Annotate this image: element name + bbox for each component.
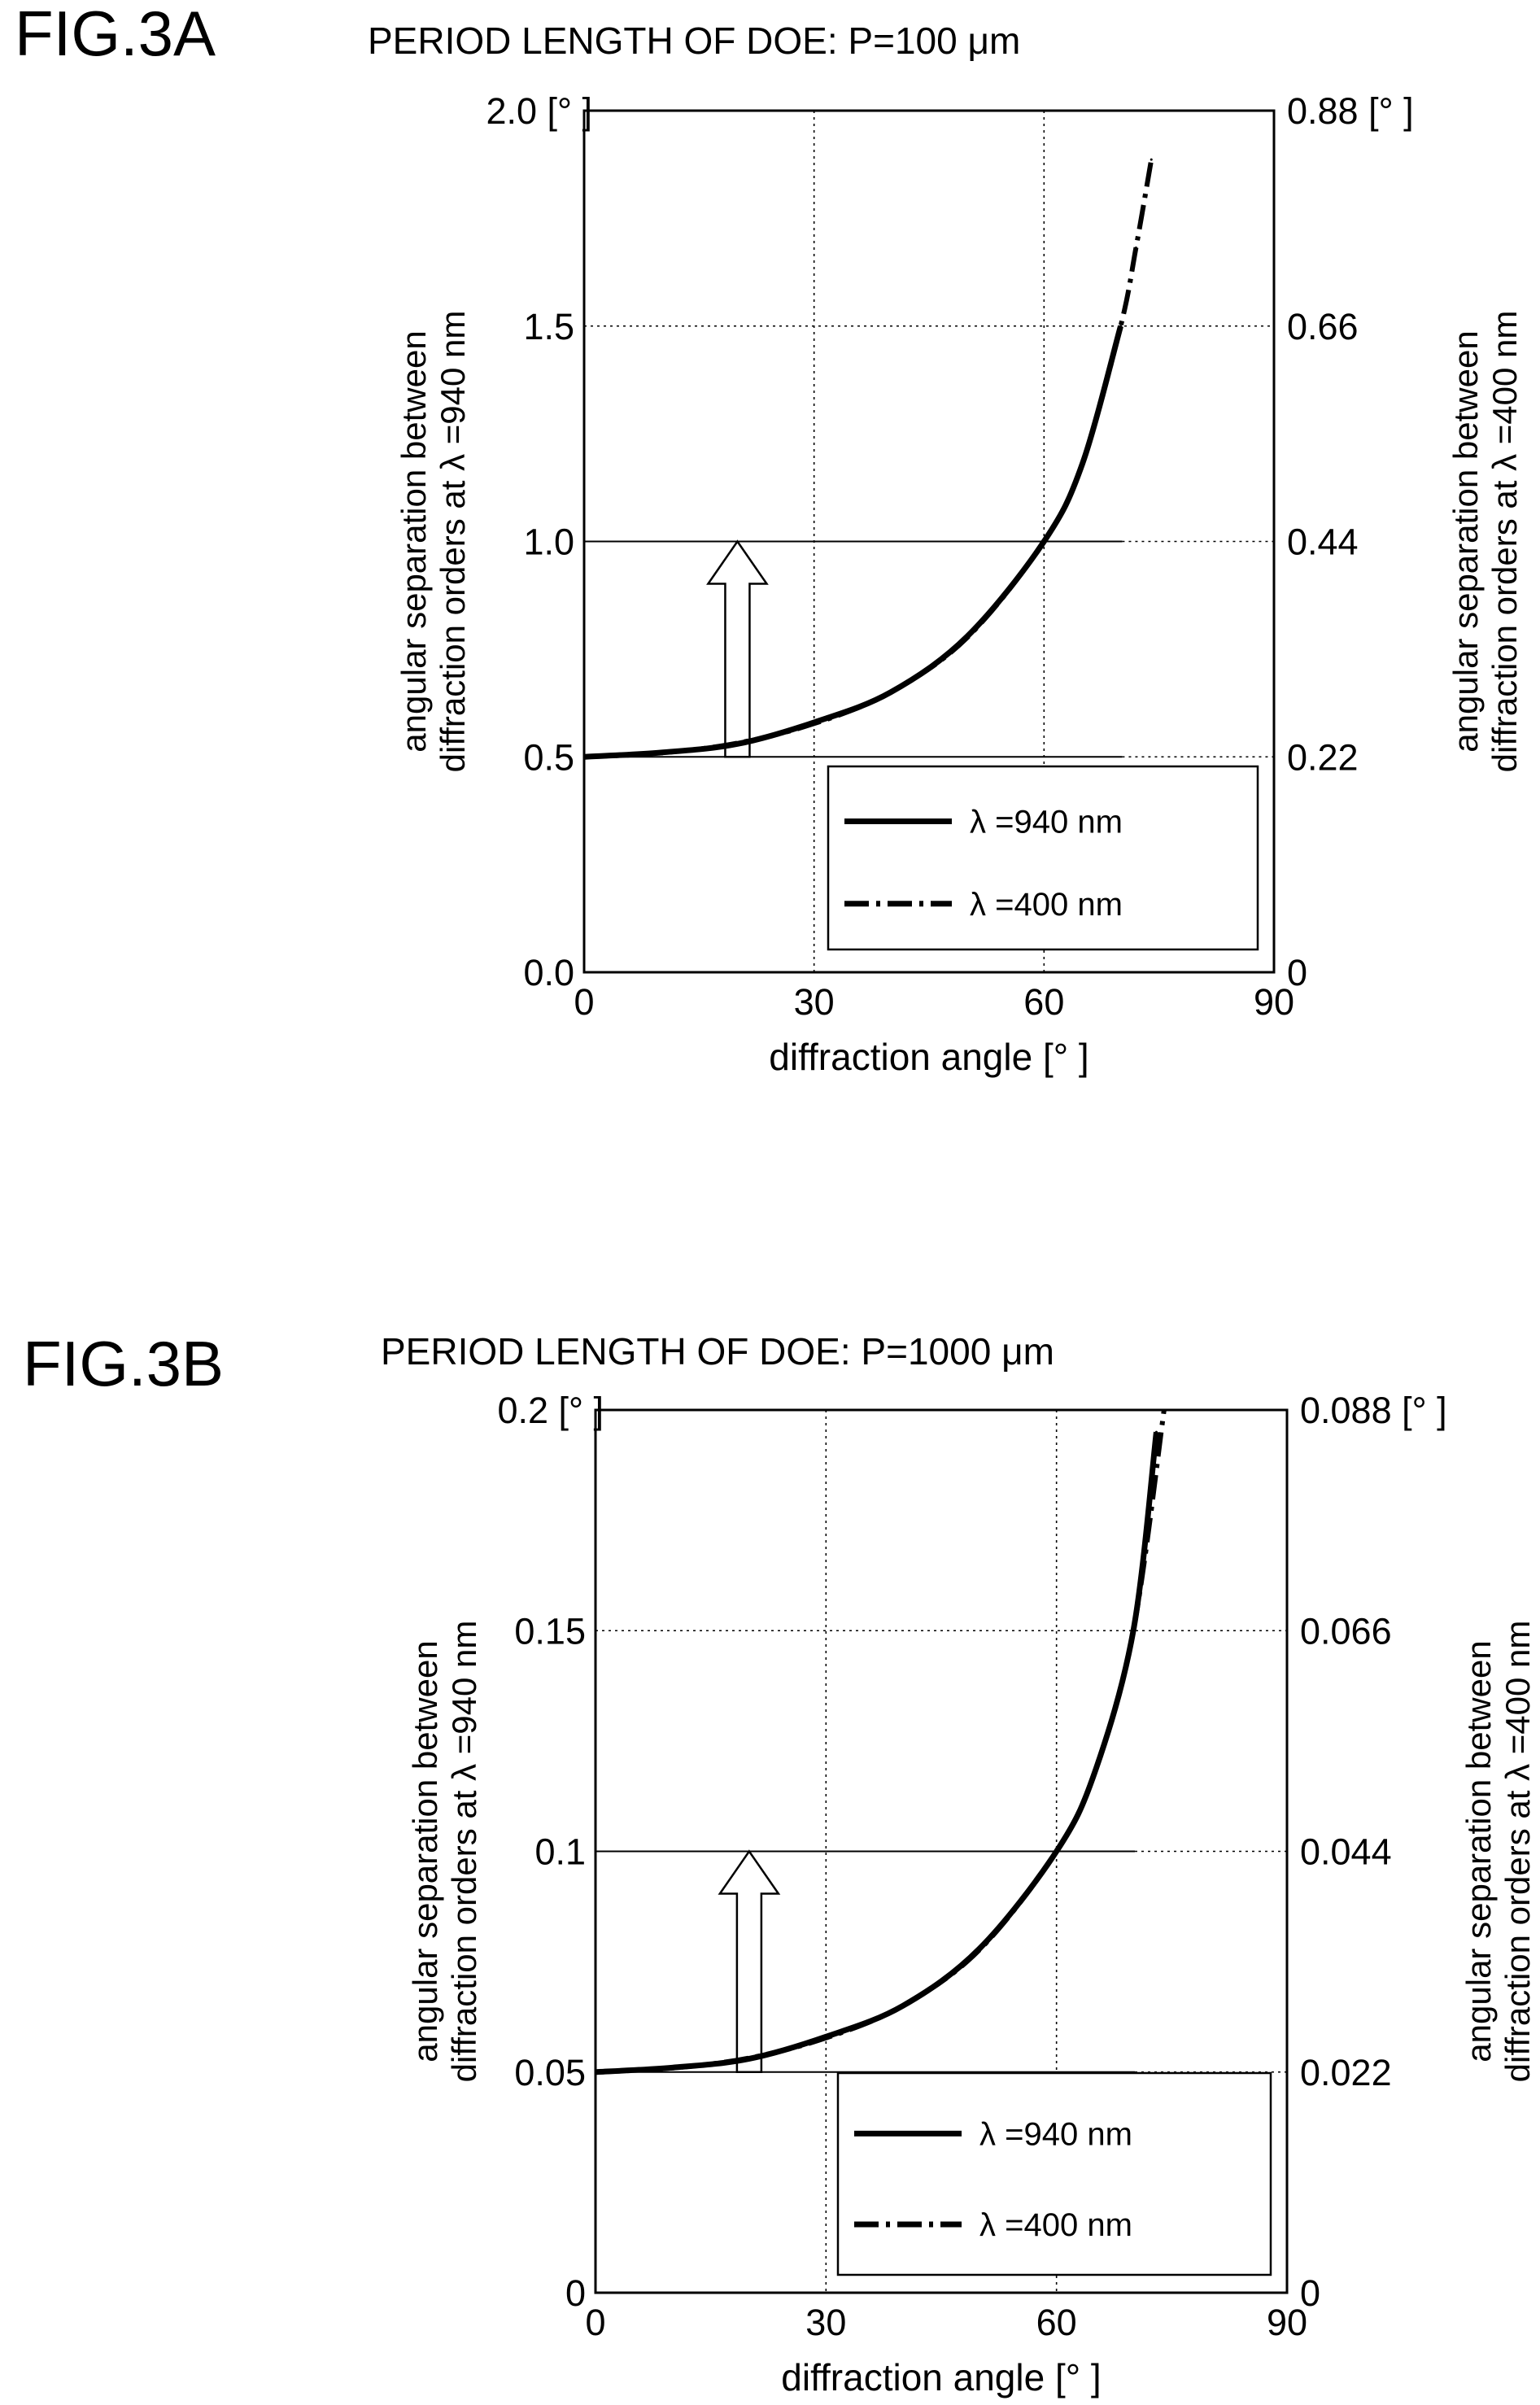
- legend-box: [827, 765, 1259, 951]
- y-right-label-line: diffraction orders at λ =400 nm: [1499, 1621, 1537, 2083]
- data-point: [889, 691, 892, 694]
- legend-label: λ =400 nm: [970, 887, 1123, 923]
- y-left-tick-label: 0.0: [523, 952, 574, 993]
- y-left-tick-label: 0.1: [534, 1831, 586, 1873]
- x-tick-label: 30: [794, 981, 835, 1023]
- data-point: [966, 635, 969, 639]
- x-axis-label: diffraction angle [° ]: [781, 2356, 1101, 2398]
- series-lambda-940: [594, 1430, 1159, 2075]
- y-right-tick-label: 0.066: [1300, 1610, 1392, 1652]
- legend: λ =940 nm λ =400 nm: [827, 765, 1259, 951]
- y-left-label-line: angular separation between: [406, 1640, 444, 2062]
- x-tick-label: 30: [805, 2302, 846, 2343]
- figure-label: FIG.3B: [23, 1328, 224, 1399]
- legend-box: [836, 2071, 1272, 2276]
- y-left-tick-label: 0.15: [514, 1610, 586, 1652]
- y-left-label-line: diffraction orders at λ =940 nm: [445, 1621, 483, 2083]
- chart-title: PERIOD LENGTH OF DOE: P=100 μm: [368, 20, 1020, 62]
- chart-fig3a: FIG.3A PERIOD LENGTH OF DOE: P=100 μm 0 30 6…: [15, 0, 1524, 1078]
- data-point: [1134, 246, 1137, 249]
- data-point: [582, 755, 586, 758]
- y-right-label-line: diffraction orders at λ =400 nm: [1485, 311, 1524, 773]
- series-line: [595, 1431, 1159, 2075]
- plot-frame: [594, 1408, 1289, 2294]
- y-right-axis-label: angular separation between diffraction or…: [1459, 1621, 1537, 2083]
- y-left-axis-label: angular separation between diffraction or…: [395, 311, 472, 773]
- x-tick-label: 60: [1036, 2302, 1077, 2343]
- up-arrow: [706, 539, 769, 758]
- x-axis-label: diffraction angle [° ]: [769, 1036, 1088, 1078]
- y-left-axis-label: angular separation between diffraction or…: [406, 1621, 483, 2083]
- y-right-tick-label: 0.22: [1287, 736, 1359, 778]
- data-point: [978, 1948, 981, 1951]
- data-point: [1154, 1430, 1158, 1434]
- data-point: [824, 2036, 827, 2040]
- y-right-tick-label: 0.022: [1300, 2052, 1392, 2093]
- up-arrow: [718, 1849, 781, 2073]
- data-point: [594, 2071, 597, 2074]
- y-right-tick-label: 0.44: [1287, 522, 1359, 563]
- y-right-tick-label: 0: [1287, 952, 1307, 993]
- legend-label: λ =940 nm: [970, 805, 1123, 840]
- y-left-tick-label: 0: [565, 2272, 586, 2314]
- data-point: [1093, 1770, 1097, 1773]
- y-right-tick-label: 0.088 [° ]: [1300, 1390, 1447, 1431]
- x-tick-label: 60: [1023, 981, 1064, 1023]
- y-right-tick-label: 0.044: [1300, 1831, 1392, 1873]
- y-left-tick-label: 0.2 [° ]: [497, 1390, 604, 1431]
- chart-fig3b: FIG.3B PERIOD LENGTH OF DOE: P=1000 μm 0 30…: [23, 1328, 1537, 2398]
- y-left-tick-label: 1.5: [523, 306, 574, 347]
- data-point: [1119, 325, 1123, 328]
- y-right-axis-label: angular separation between diffraction or…: [1446, 311, 1524, 773]
- plot-frame: [582, 109, 1276, 974]
- data-point: [1042, 540, 1045, 543]
- y-right-tick-label: 0.88 [° ]: [1287, 90, 1414, 132]
- x-tick-label: 0: [574, 981, 594, 1023]
- data-point: [1055, 1850, 1058, 1853]
- series-lambda-400: [594, 1408, 1167, 2075]
- y-left-tick-label: 0.05: [514, 2052, 586, 2093]
- data-point: [1080, 461, 1084, 465]
- x-tick-label: 90: [1254, 981, 1294, 1023]
- y-right-tick-label: 0.66: [1287, 306, 1359, 347]
- data-point: [1132, 1629, 1135, 1632]
- data-point: [748, 2056, 751, 2059]
- x-tick-label: 90: [1267, 2302, 1307, 2343]
- data-point: [813, 722, 816, 725]
- data-point: [735, 741, 739, 744]
- figure-label: FIG.3A: [15, 0, 216, 69]
- y-right-label-line: angular separation between: [1446, 330, 1485, 752]
- legend-label: λ =940 nm: [979, 2116, 1132, 2152]
- data-point: [670, 2067, 674, 2070]
- y-left-label-line: angular separation between: [395, 330, 433, 752]
- series-line: [595, 1409, 1167, 2075]
- series-lambda-400: [582, 158, 1154, 760]
- x-tick-label: 0: [585, 2302, 605, 2343]
- series-line: [583, 159, 1154, 760]
- y-right-label-line: angular separation between: [1459, 1640, 1498, 2062]
- chart-title: PERIOD LENGTH OF DOE: P=1000 μm: [381, 1330, 1054, 1373]
- y-left-tick-label: 0.5: [523, 736, 574, 778]
- y-left-tick-label: 2.0 [° ]: [486, 90, 592, 132]
- legend: λ =940 nm λ =400 nm: [836, 2071, 1272, 2276]
- data-point: [901, 2004, 905, 2007]
- data-point: [1163, 1408, 1166, 1412]
- y-right-tick-label: 0: [1300, 2272, 1320, 2314]
- legend-label: λ =400 nm: [979, 2207, 1132, 2243]
- data-point: [1150, 158, 1153, 161]
- data-point: [659, 751, 662, 754]
- y-left-label-line: diffraction orders at λ =940 nm: [434, 311, 472, 773]
- y-left-tick-label: 1.0: [523, 522, 574, 563]
